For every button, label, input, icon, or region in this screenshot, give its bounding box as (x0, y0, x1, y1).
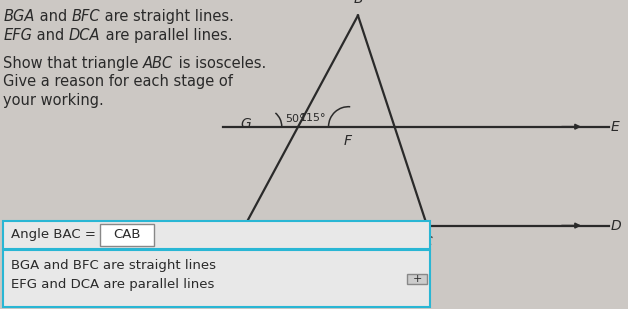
Text: BGA and BFC are straight lines: BGA and BFC are straight lines (11, 259, 215, 272)
Text: EFG: EFG (3, 28, 32, 43)
Text: DCA: DCA (69, 28, 100, 43)
Text: are straight lines.: are straight lines. (100, 9, 234, 24)
FancyBboxPatch shape (407, 274, 427, 284)
Text: your working.: your working. (3, 93, 104, 108)
Text: CAB: CAB (114, 228, 141, 241)
FancyBboxPatch shape (3, 221, 430, 249)
Text: Show that triangle: Show that triangle (3, 56, 143, 71)
Text: are parallel lines.: are parallel lines. (100, 28, 232, 43)
Text: EFG and DCA are parallel lines: EFG and DCA are parallel lines (11, 278, 214, 291)
Text: Angle BAC =: Angle BAC = (11, 228, 95, 241)
Text: E: E (610, 120, 619, 134)
Text: 50°: 50° (284, 114, 304, 124)
Text: D: D (610, 218, 621, 233)
Text: A: A (232, 235, 242, 249)
FancyBboxPatch shape (100, 224, 154, 246)
Text: B: B (353, 0, 363, 6)
Text: +: + (413, 274, 421, 284)
Text: BGA: BGA (3, 9, 35, 24)
Text: Give a reason for each stage of: Give a reason for each stage of (3, 74, 233, 89)
Text: G: G (241, 116, 251, 131)
FancyBboxPatch shape (3, 250, 430, 307)
Text: F: F (344, 134, 351, 148)
Text: and: and (32, 28, 69, 43)
Text: is isosceles.: is isosceles. (173, 56, 266, 71)
Text: and: and (35, 9, 72, 24)
Text: BFC: BFC (72, 9, 100, 24)
Text: C: C (422, 235, 432, 249)
Text: 115°: 115° (300, 113, 327, 123)
Text: ABC: ABC (143, 56, 173, 71)
